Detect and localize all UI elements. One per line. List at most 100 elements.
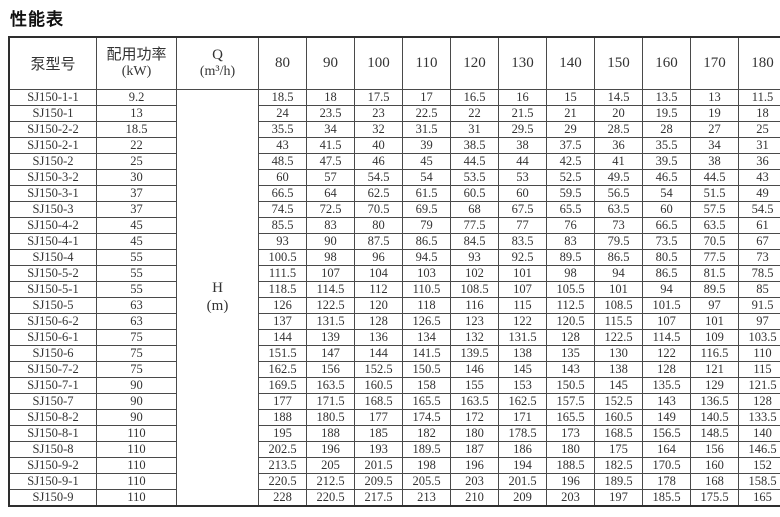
head-value-cell: 89.5 bbox=[690, 280, 739, 298]
table-row: SJ150-2-2 18.5 35.5 34 32 31.5 31 29.5 29 28.5 28 2… bbox=[8, 120, 780, 138]
head-value-cell: 130 bbox=[594, 344, 643, 362]
head-value-cell: 217.5 bbox=[354, 488, 403, 506]
table-row: SJ150-8-1 110 195 188 185 182 180 178.5 173 168.5… bbox=[8, 424, 780, 442]
head-value-cell: 98 bbox=[306, 248, 355, 266]
head-value-cell: 171 bbox=[498, 408, 547, 426]
head-value-cell: 121 bbox=[690, 360, 739, 378]
pump-model-cell: SJ150-2 bbox=[8, 152, 97, 170]
head-value-cell: 43 bbox=[258, 136, 307, 154]
pump-model-cell: SJ150-2-2 bbox=[8, 120, 97, 138]
head-value-cell: 139.5 bbox=[450, 344, 499, 362]
head-value-cell: 137 bbox=[258, 312, 307, 330]
head-value-cell: 160.5 bbox=[354, 376, 403, 394]
header-row: 泵型号 配用功率 (kW) Q (m³/h) 80 90 100 110 120 130 1… bbox=[8, 36, 780, 90]
head-value-cell: 109 bbox=[690, 328, 739, 346]
head-value-cell: 44.5 bbox=[690, 168, 739, 186]
head-value-cell: 126 bbox=[258, 296, 307, 314]
header-pump-model: 泵型号 bbox=[8, 36, 97, 90]
head-value-cell: 171.5 bbox=[306, 392, 355, 410]
head-value-cell: 40 bbox=[354, 136, 403, 154]
head-value-cell: 139 bbox=[306, 328, 355, 346]
head-value-cell: 41 bbox=[594, 152, 643, 170]
head-value-cell: 152.5 bbox=[594, 392, 643, 410]
head-value-cell: 53.5 bbox=[450, 168, 499, 186]
head-value-cell: 129 bbox=[690, 376, 739, 394]
rated-power-cell: 45 bbox=[96, 232, 177, 250]
table-row: SJ150-7-2 75 162.5 156 152.5 150.5 146 145 143 13… bbox=[8, 360, 780, 378]
head-value-cell: 114.5 bbox=[642, 328, 691, 346]
head-value-cell: 57.5 bbox=[690, 200, 739, 218]
head-value-cell: 97 bbox=[690, 296, 739, 314]
head-value-cell: 61 bbox=[738, 216, 780, 234]
head-value-cell: 138 bbox=[594, 360, 643, 378]
head-value-cell: 47.5 bbox=[306, 152, 355, 170]
head-value-cell: 146.5 bbox=[738, 440, 780, 458]
head-value-cell: 38 bbox=[498, 136, 547, 154]
head-value-cell: 108.5 bbox=[594, 296, 643, 314]
head-value-cell: 175 bbox=[594, 440, 643, 458]
head-value-cell: 186 bbox=[498, 440, 547, 458]
table-row: SJ150-8-2 90 188 180.5 177 174.5 172 171 165.5 16… bbox=[8, 408, 780, 426]
head-value-cell: 115.5 bbox=[594, 312, 643, 330]
head-value-cell: 135.5 bbox=[642, 376, 691, 394]
head-value-cell: 38.5 bbox=[450, 136, 499, 154]
head-value-cell: 178 bbox=[642, 472, 691, 490]
rated-power-cell: 110 bbox=[96, 440, 177, 458]
table-row: SJ150-7-1 90 169.5 163.5 160.5 158 155 153 150.5… bbox=[8, 376, 780, 394]
pump-model-cell: SJ150-1 bbox=[8, 104, 97, 122]
head-value-cell: 69.5 bbox=[402, 200, 451, 218]
head-value-cell: 118.5 bbox=[258, 280, 307, 298]
head-value-cell: 160.5 bbox=[594, 408, 643, 426]
head-value-cell: 66.5 bbox=[258, 184, 307, 202]
header-rated-power-label: 配用功率 bbox=[106, 46, 167, 63]
head-value-cell: 80 bbox=[354, 216, 403, 234]
head-value-cell: 86.5 bbox=[594, 248, 643, 266]
head-value-cell: 140.5 bbox=[690, 408, 739, 426]
head-value-cell: 80.5 bbox=[642, 248, 691, 266]
head-value-cell: 201.5 bbox=[498, 472, 547, 490]
head-value-cell: 25 bbox=[738, 120, 780, 138]
head-value-cell: 189.5 bbox=[594, 472, 643, 490]
head-value-cell: 122.5 bbox=[594, 328, 643, 346]
head-value-cell: 60 bbox=[642, 200, 691, 218]
head-value-cell: 188 bbox=[306, 424, 355, 442]
head-value-cell: 114.5 bbox=[306, 280, 355, 298]
head-value-cell: 79 bbox=[402, 216, 451, 234]
head-value-cell: 13.5 bbox=[642, 88, 691, 106]
pump-model-cell: SJ150-7-1 bbox=[8, 376, 97, 394]
rated-power-cell: 90 bbox=[96, 408, 177, 426]
head-value-cell: 220.5 bbox=[258, 472, 307, 490]
head-value-cell: 51.5 bbox=[690, 184, 739, 202]
head-value-cell: 98 bbox=[546, 264, 595, 282]
head-value-cell: 151.5 bbox=[258, 344, 307, 362]
head-value-cell: 107 bbox=[306, 264, 355, 282]
head-value-cell: 63.5 bbox=[690, 216, 739, 234]
header-flow-100: 100 bbox=[354, 36, 403, 90]
head-value-cell: 193 bbox=[354, 440, 403, 458]
head-value-cell: 180 bbox=[546, 440, 595, 458]
head-value-cell: 152 bbox=[738, 456, 780, 474]
header-flow-80: 80 bbox=[258, 36, 307, 90]
head-value-cell: 53 bbox=[498, 168, 547, 186]
table-row: SJ150-1 13 24 23.5 23 22.5 22 21.5 21 20 19.5 19 18 bbox=[8, 104, 780, 122]
pump-model-cell: SJ150-4-1 bbox=[8, 232, 97, 250]
head-value-cell: 110.5 bbox=[402, 280, 451, 298]
rated-power-cell: 18.5 bbox=[96, 120, 177, 138]
head-value-cell: 126.5 bbox=[402, 312, 451, 330]
rated-power-cell: 90 bbox=[96, 392, 177, 410]
head-value-cell: 44 bbox=[498, 152, 547, 170]
head-value-cell: 105.5 bbox=[546, 280, 595, 298]
head-value-cell: 210 bbox=[450, 488, 499, 506]
head-value-cell: 122 bbox=[642, 344, 691, 362]
head-value-cell: 157.5 bbox=[546, 392, 595, 410]
head-value-cell: 145 bbox=[498, 360, 547, 378]
head-value-cell: 65.5 bbox=[546, 200, 595, 218]
head-value-cell: 187 bbox=[450, 440, 499, 458]
head-value-cell: 22 bbox=[450, 104, 499, 122]
head-value-cell: 19 bbox=[690, 104, 739, 122]
head-value-cell: 79.5 bbox=[594, 232, 643, 250]
head-value-cell: 123 bbox=[450, 312, 499, 330]
head-value-cell: 203 bbox=[450, 472, 499, 490]
head-value-cell: 144 bbox=[258, 328, 307, 346]
